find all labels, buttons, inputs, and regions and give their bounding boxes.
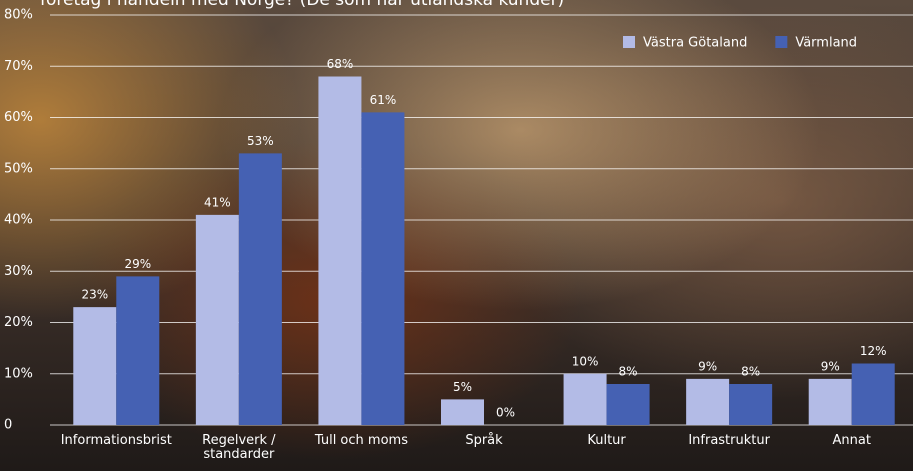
bar xyxy=(195,214,239,425)
bar xyxy=(361,112,405,425)
bar xyxy=(808,378,852,425)
legend-label: Värmland xyxy=(795,36,857,51)
data-label: 9% xyxy=(821,359,840,373)
bar xyxy=(606,384,650,425)
bar xyxy=(318,76,362,425)
bar xyxy=(441,399,484,425)
y-tick-label: 20% xyxy=(4,315,33,330)
data-label: 53% xyxy=(247,134,274,148)
y-tick-label: 40% xyxy=(4,213,33,228)
data-label: 9% xyxy=(698,359,717,373)
y-tick-label: 70% xyxy=(4,59,33,74)
y-tick-label: 60% xyxy=(4,110,33,125)
data-label: 8% xyxy=(619,365,638,379)
data-label: 41% xyxy=(204,195,231,209)
data-label: 23% xyxy=(81,288,108,302)
x-tick-label: Regelverk / standarder xyxy=(202,433,276,462)
x-tick-label: Tull och moms xyxy=(314,433,408,448)
x-tick-label: Språk xyxy=(465,433,503,448)
data-label: 10% xyxy=(572,354,599,368)
y-tick-label: 50% xyxy=(4,161,33,176)
data-label: 12% xyxy=(860,344,887,358)
data-label: 29% xyxy=(124,257,151,271)
data-label: 8% xyxy=(741,365,760,379)
bar xyxy=(116,276,160,425)
bar xyxy=(851,363,895,425)
data-label: 61% xyxy=(370,93,397,107)
data-label: 68% xyxy=(327,57,354,71)
data-label: 0% xyxy=(496,406,515,420)
legend-swatch xyxy=(775,36,788,48)
y-tick-label: 30% xyxy=(4,264,33,279)
x-tick-label: Informationsbrist xyxy=(60,433,172,448)
data-label: 5% xyxy=(453,380,472,394)
x-tick-label: Infrastruktur xyxy=(688,433,770,448)
bar xyxy=(563,373,607,425)
x-tick-label: Kultur xyxy=(587,433,626,448)
y-tick-label: 10% xyxy=(4,366,33,381)
bar xyxy=(238,153,282,425)
y-tick-label: 80% xyxy=(4,8,33,23)
x-tick-label: Annat xyxy=(832,433,871,448)
bar xyxy=(729,384,773,425)
legend-label: Västra Götaland xyxy=(643,36,747,51)
legend-swatch xyxy=(623,36,635,48)
y-tick-label: 0 xyxy=(4,418,12,433)
bar xyxy=(73,307,117,425)
bar xyxy=(686,378,730,425)
chart-title: företag i handeln med Norge? (De som har… xyxy=(40,0,564,10)
